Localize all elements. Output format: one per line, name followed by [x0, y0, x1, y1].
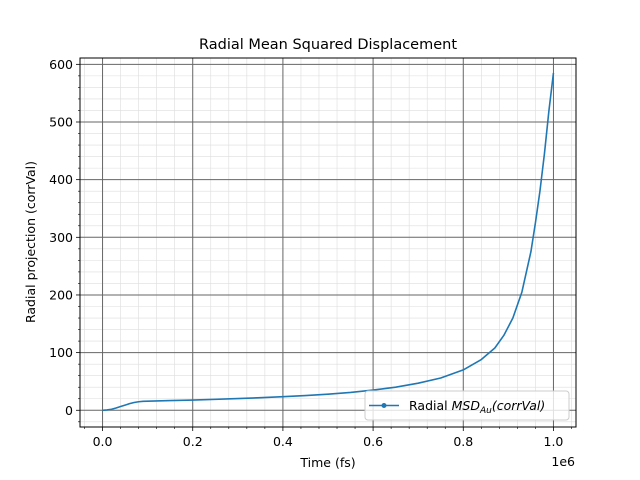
- legend-marker: [381, 403, 387, 408]
- legend-prefix: Radial: [409, 398, 452, 413]
- y-tick-label: 300: [49, 230, 73, 245]
- plot-frame: [79, 57, 577, 428]
- x-tick-label: 0.4: [273, 434, 293, 449]
- y-tick-labels: 0 100 200 300 400 500 600: [49, 57, 73, 418]
- y-ticks: [76, 63, 80, 423]
- x-ticks: [84, 427, 572, 431]
- major-grid: [80, 58, 576, 427]
- series-group: [102, 72, 555, 412]
- x-axis-label: Time (fs): [299, 455, 355, 470]
- x-tick-label: 0.8: [453, 434, 473, 449]
- legend-suffix: (corrVal): [492, 398, 545, 413]
- chart-title: Radial Mean Squared Displacement: [199, 37, 457, 53]
- y-tick-label: 500: [49, 114, 73, 129]
- legend: Radial MSDAu(corrVal): [364, 390, 570, 421]
- y-tick-label: 400: [49, 172, 73, 187]
- x-tick-label: 0.6: [363, 434, 383, 449]
- legend-entry: Radial MSDAu(corrVal): [409, 398, 545, 416]
- y-tick-label: 0: [65, 403, 73, 418]
- y-tick-label: 100: [49, 345, 73, 360]
- legend-msd: MSD: [452, 398, 481, 413]
- plot-background: [80, 58, 576, 427]
- x-tick-label: 0.0: [93, 434, 113, 449]
- y-axis-label: Radial projection (corrVal): [23, 161, 38, 323]
- x-tick-label: 0.2: [183, 434, 203, 449]
- x-tick-labels: 0.0 0.2 0.4 0.6 0.8 1.0: [93, 434, 564, 449]
- y-tick-label: 600: [49, 57, 73, 72]
- x-tick-label: 1.0: [544, 434, 564, 449]
- legend-box: [364, 390, 570, 421]
- y-tick-label: 200: [49, 287, 73, 302]
- minor-grid: [80, 58, 576, 427]
- legend-subscript: Au: [479, 406, 492, 416]
- x-offset-label: 1e6: [551, 454, 575, 469]
- series-line: [102, 72, 555, 412]
